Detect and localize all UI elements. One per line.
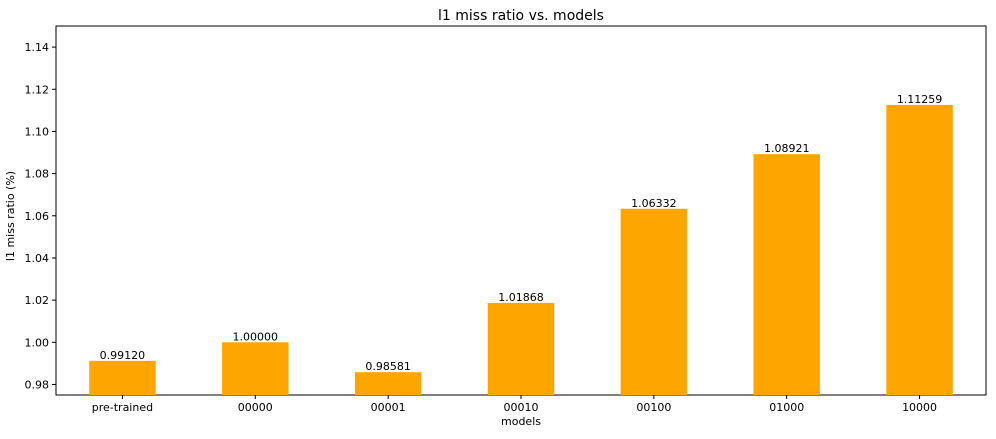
y-tick-label: 1.08 [25, 168, 50, 181]
bar-10000 [886, 104, 953, 396]
bar-data-label: 1.11259 [897, 93, 943, 106]
y-tick-label: 1.10 [25, 125, 50, 138]
bar-pre-trained [89, 360, 156, 395]
y-tick-label: 1.06 [25, 210, 50, 223]
y-tick-label: 1.12 [25, 83, 50, 96]
bar-01000 [753, 154, 820, 395]
y-tick-label: 1.00 [25, 336, 50, 349]
bar-00001 [354, 372, 422, 395]
y-tick-label: 1.04 [25, 252, 50, 265]
bar-data-label: 0.99120 [100, 349, 146, 362]
x-tick-label: 00010 [504, 401, 539, 414]
bar-data-label: 1.06332 [631, 197, 677, 210]
y-tick-label: 0.98 [25, 378, 50, 391]
y-tick-label: 1.14 [25, 41, 50, 54]
bar-data-label: 1.00000 [233, 330, 279, 343]
bar-data-label: 0.98581 [365, 360, 411, 373]
bar-data-label: 1.08921 [764, 142, 810, 155]
bar-00000 [222, 342, 289, 395]
y-axis-label: l1 miss ratio (%) [4, 171, 17, 261]
x-tick-label: 00000 [238, 401, 273, 414]
bar-00100 [620, 208, 688, 395]
chart-title: l1 miss ratio vs. models [438, 8, 604, 24]
x-axis-label: models [501, 415, 541, 428]
x-tick-label: 00100 [636, 401, 671, 414]
x-tick-label: 10000 [902, 401, 937, 414]
x-tick-label: 00001 [371, 401, 406, 414]
y-tick-label: 1.02 [25, 294, 50, 307]
x-tick-label: 01000 [769, 401, 804, 414]
x-tick-label: pre-trained [92, 401, 153, 414]
bar-00010 [487, 302, 555, 395]
bar-data-label: 1.01868 [498, 291, 544, 304]
